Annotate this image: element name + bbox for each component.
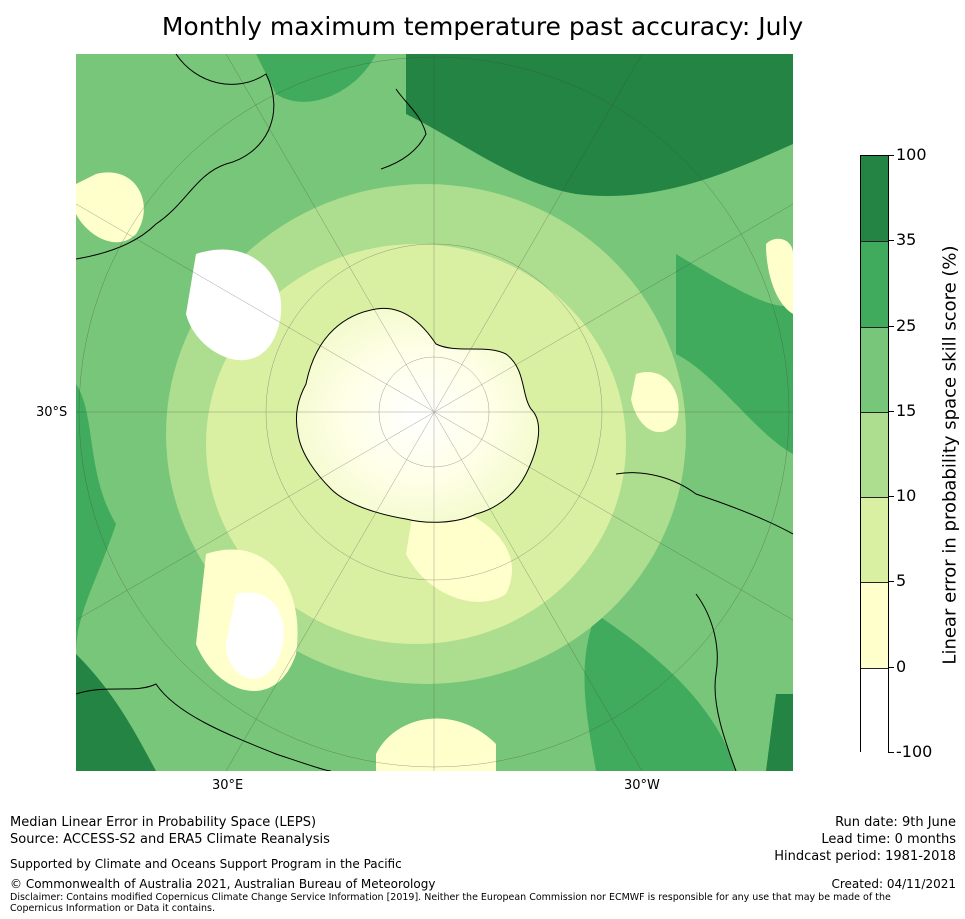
footer-created: Created: 04/11/2021 — [831, 877, 956, 891]
lon-label-30e: 30°E — [212, 778, 244, 793]
coastline-africa — [76, 683, 332, 771]
coastline-australia — [76, 54, 275, 260]
antarctica-outline — [295, 307, 540, 523]
footer-hindcast: Hindcast period: 1981-2018 — [774, 849, 956, 864]
colorbar-tick-label: 35 — [896, 230, 917, 250]
footer-disclaimer: Disclaimer: Contains modified Copernicus… — [10, 892, 891, 914]
colorbar-segment — [861, 411, 888, 498]
colorbar-tick-label: 0 — [896, 656, 907, 676]
colorbar-tick-label: 5 — [896, 571, 907, 591]
colorbar-tick — [888, 581, 894, 583]
coastline-south-america — [615, 472, 793, 535]
colorbar-tick-label: 15 — [896, 400, 917, 420]
colorbar-tick — [888, 325, 894, 327]
footer-method: Median Linear Error in Probability Space… — [10, 815, 317, 830]
map-svg — [76, 54, 793, 771]
footer-run-date: Run date: 9th June — [835, 815, 956, 830]
colorbar-segment — [861, 326, 888, 412]
colorbar-tick — [888, 240, 894, 242]
coastline-new-zealand — [380, 88, 427, 170]
colorbar-segment — [861, 156, 888, 242]
lat-label-30s: 30°S — [36, 405, 68, 420]
lon-label-30w: 30°W — [624, 778, 660, 793]
colorbar-tick — [888, 496, 894, 498]
graticule — [76, 54, 793, 771]
polar-map — [76, 54, 793, 771]
colorbar-tick — [888, 410, 894, 412]
footer-copyright: © Commonwealth of Australia 2021, Austra… — [10, 877, 436, 891]
colorbar-tick-label: 25 — [896, 315, 917, 335]
colorbar-tick-label: 100 — [896, 145, 927, 164]
colorbar-tick-label: 10 — [896, 486, 917, 506]
colorbar-segment — [861, 241, 888, 327]
region-dark-north — [406, 54, 793, 196]
footer-source: Source: ACCESS-S2 and ERA5 Climate Reana… — [10, 832, 330, 847]
colorbar-tick — [888, 752, 894, 753]
colorbar-tick — [888, 666, 894, 668]
footer-lead-time: Lead time: 0 months — [821, 832, 956, 847]
colorbar-tick — [888, 155, 894, 156]
colorbar-tick-label: -100 — [896, 742, 933, 761]
colorbar-segment — [861, 667, 888, 753]
footer-supported: Supported by Climate and Oceans Support … — [10, 857, 402, 871]
colorbar-segment — [861, 497, 888, 583]
chart-title: Monthly maximum temperature past accurac… — [161, 12, 804, 41]
colorbar-title: Linear error in probability space skill … — [939, 245, 961, 665]
colorbar-segment — [861, 582, 888, 668]
colorbar — [860, 155, 889, 753]
